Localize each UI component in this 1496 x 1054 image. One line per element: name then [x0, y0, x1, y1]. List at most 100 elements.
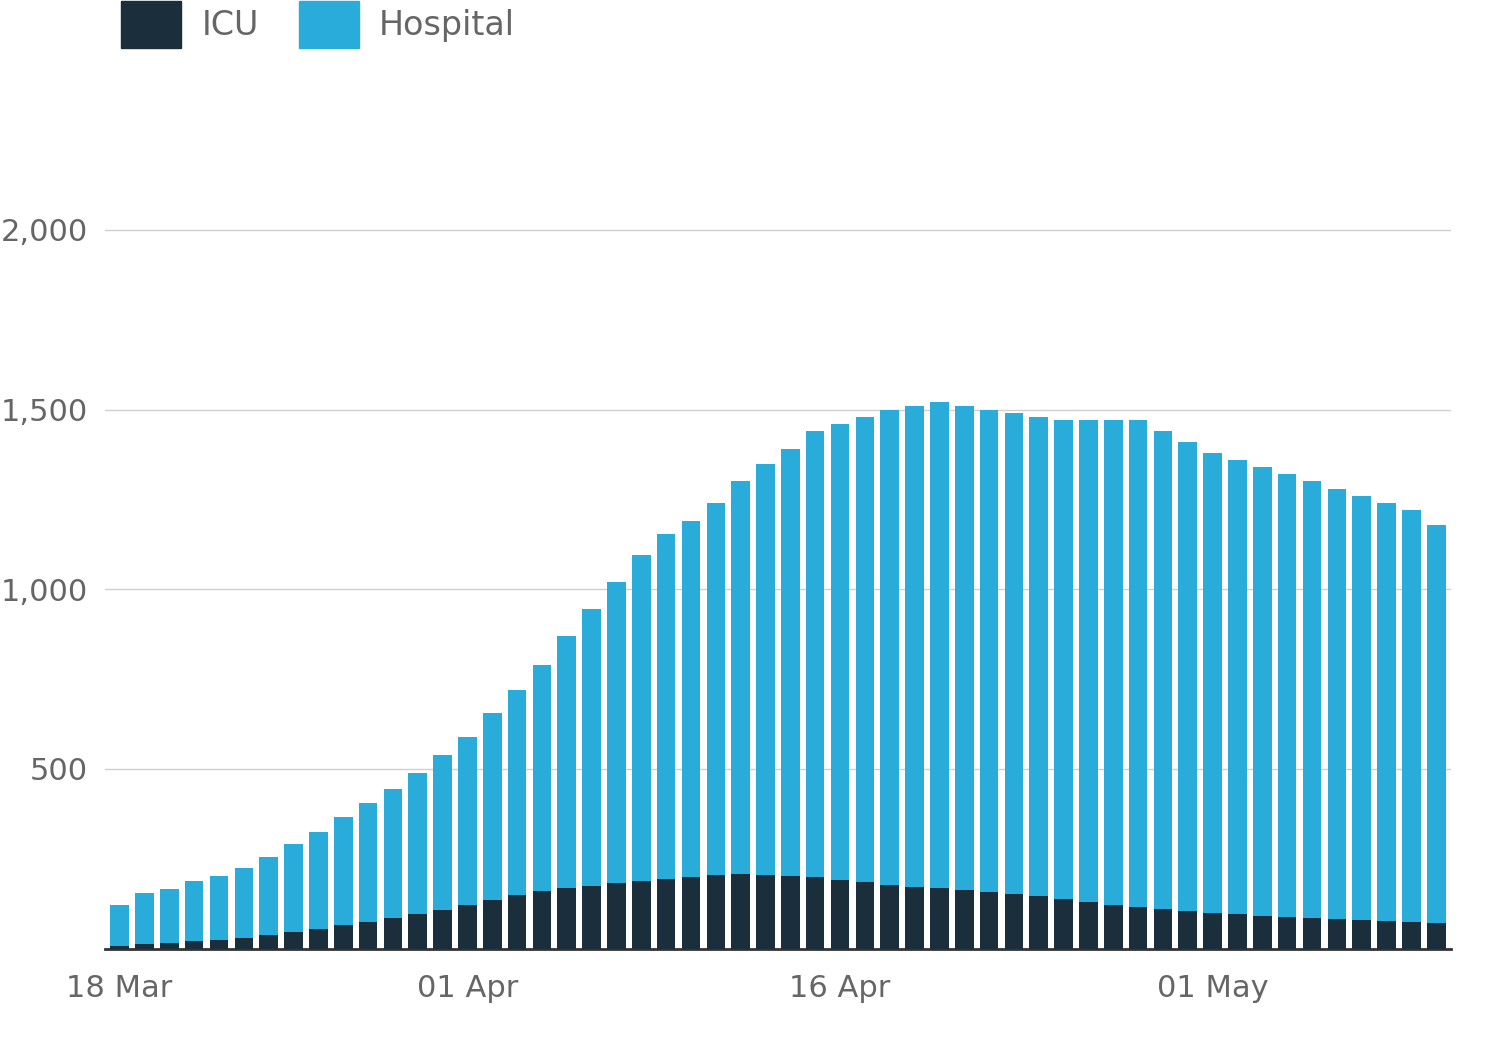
Bar — [954, 406, 974, 890]
Bar — [458, 905, 477, 949]
Bar — [507, 896, 527, 949]
Bar — [631, 881, 651, 949]
Bar — [111, 905, 129, 945]
Bar — [1427, 922, 1445, 949]
Bar — [1029, 416, 1049, 897]
Bar — [259, 935, 278, 949]
Bar — [434, 910, 452, 949]
Bar — [1055, 899, 1073, 949]
Bar — [186, 941, 203, 949]
Bar — [607, 883, 625, 949]
Bar — [830, 424, 850, 880]
Bar — [235, 867, 253, 938]
Bar — [755, 875, 775, 949]
Bar — [657, 533, 676, 879]
Bar — [1254, 467, 1272, 916]
Bar — [1179, 442, 1197, 911]
Bar — [310, 929, 328, 949]
Bar — [980, 892, 998, 949]
Bar — [1203, 453, 1222, 913]
Bar — [880, 410, 899, 884]
Bar — [954, 890, 974, 949]
Bar — [408, 915, 426, 949]
Bar — [931, 403, 948, 889]
Bar — [732, 482, 749, 874]
Bar — [1005, 413, 1023, 894]
Bar — [1153, 909, 1173, 949]
Bar — [1104, 904, 1122, 949]
Bar — [1228, 460, 1246, 915]
Bar — [334, 925, 353, 949]
Bar — [1029, 897, 1049, 949]
Bar — [905, 406, 925, 886]
Bar — [111, 945, 129, 949]
Bar — [1179, 911, 1197, 949]
Bar — [631, 555, 651, 881]
Bar — [806, 877, 824, 949]
Bar — [755, 464, 775, 875]
Bar — [1378, 920, 1396, 949]
Bar — [310, 832, 328, 929]
Bar — [1278, 917, 1297, 949]
Bar — [558, 889, 576, 949]
Bar — [507, 690, 527, 896]
Bar — [582, 609, 601, 885]
Bar — [135, 893, 154, 944]
Bar — [334, 818, 353, 925]
Bar — [359, 803, 377, 921]
Bar — [1427, 525, 1445, 922]
Bar — [880, 884, 899, 949]
Bar — [905, 886, 925, 949]
Bar — [483, 714, 501, 900]
Bar — [383, 789, 402, 918]
Bar — [1153, 431, 1173, 909]
Bar — [657, 879, 676, 949]
Bar — [408, 773, 426, 915]
Bar — [1352, 920, 1370, 949]
Bar — [434, 755, 452, 910]
Bar — [458, 737, 477, 905]
Bar — [732, 874, 749, 949]
Bar — [1278, 474, 1297, 917]
Bar — [235, 938, 253, 949]
Bar — [383, 918, 402, 949]
Bar — [1352, 495, 1370, 920]
Bar — [931, 889, 948, 949]
Bar — [1228, 915, 1246, 949]
Bar — [1327, 919, 1346, 949]
Bar — [284, 844, 302, 933]
Bar — [1402, 921, 1421, 949]
Bar — [558, 636, 576, 889]
Bar — [359, 921, 377, 949]
Bar — [209, 939, 229, 949]
Bar — [682, 521, 700, 877]
Bar — [582, 885, 601, 949]
Bar — [284, 933, 302, 949]
Bar — [1104, 421, 1122, 904]
Bar — [209, 876, 229, 939]
Bar — [830, 880, 850, 949]
Bar — [856, 882, 874, 949]
Bar — [533, 891, 551, 949]
Bar — [160, 943, 178, 949]
Bar — [259, 857, 278, 935]
Bar — [1129, 907, 1147, 949]
Bar — [1303, 918, 1321, 949]
Bar — [1129, 421, 1147, 907]
Bar — [186, 881, 203, 941]
Bar — [135, 944, 154, 949]
Bar — [1005, 894, 1023, 949]
Bar — [682, 877, 700, 949]
Legend: ICU, Hospital: ICU, Hospital — [121, 1, 515, 48]
Bar — [1254, 916, 1272, 949]
Bar — [706, 875, 726, 949]
Bar — [1402, 510, 1421, 921]
Bar — [781, 449, 800, 876]
Bar — [607, 582, 625, 883]
Bar — [980, 410, 998, 892]
Bar — [856, 416, 874, 882]
Bar — [806, 431, 824, 877]
Bar — [1079, 902, 1098, 949]
Bar — [160, 890, 178, 943]
Bar — [533, 665, 551, 891]
